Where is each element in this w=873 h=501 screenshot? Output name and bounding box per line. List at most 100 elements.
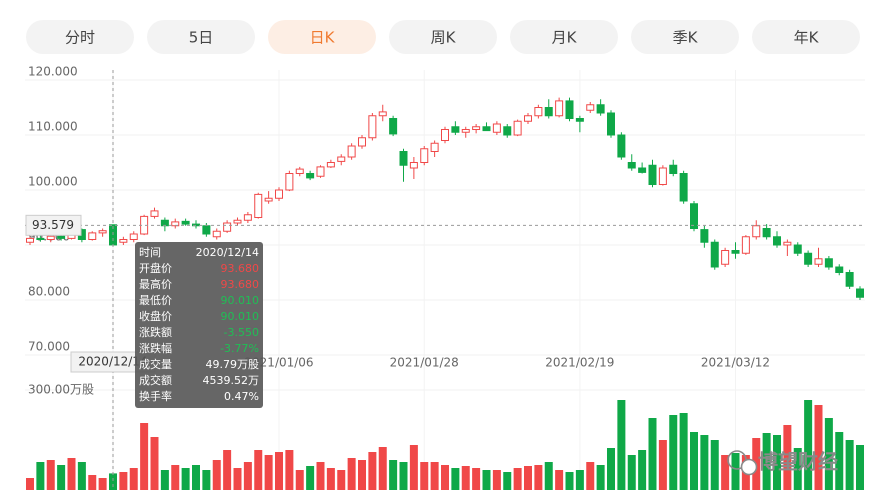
tooltip-value: 49.79万股 [206, 358, 260, 371]
volume-bar [441, 465, 449, 490]
tab[interactable] [26, 20, 134, 54]
volume-bar [316, 462, 325, 490]
candle-body [804, 252, 813, 265]
candle-body [378, 111, 387, 117]
tab-label[interactable]: 月K [552, 29, 578, 47]
tab-label[interactable]: 5日 [189, 29, 214, 47]
candle-body [358, 137, 366, 147]
candle-body [503, 126, 512, 136]
tooltip-value: 0.47% [224, 390, 259, 403]
tooltip-box [135, 242, 263, 408]
volume-bar [46, 460, 55, 490]
tab-label[interactable]: 年K [794, 29, 820, 47]
volume-bar [627, 455, 636, 490]
volume-bar [783, 425, 792, 490]
tooltip-label: 成交量 [139, 357, 172, 371]
candle-body [669, 164, 678, 174]
candle-body [575, 118, 584, 122]
volume-bar [814, 405, 823, 490]
tab[interactable] [389, 20, 497, 54]
volume-bar [129, 468, 138, 490]
candle-body [368, 115, 377, 139]
tab[interactable] [510, 20, 618, 54]
volume-bar [690, 432, 698, 490]
candle-body [638, 167, 647, 173]
tooltip-label: 最高价 [139, 277, 172, 291]
volume-bar [721, 455, 730, 490]
candle-body [295, 168, 304, 175]
volume-bar [243, 462, 252, 490]
volume-bar [773, 435, 781, 490]
chart: 70.00080.00090.000100.000110.000120.0003… [25, 65, 865, 490]
crosshair-y-label: 93.579 [32, 218, 74, 232]
tab-label[interactable]: 季K [673, 29, 699, 47]
tab-label[interactable]: 周K [431, 29, 457, 47]
volume-bar [67, 458, 76, 490]
candle-body [586, 104, 595, 111]
volume-bar [575, 470, 584, 490]
candle-body [316, 166, 325, 177]
volume-bar [212, 460, 221, 490]
volume-bar [793, 448, 802, 490]
volume-bar [202, 470, 211, 490]
tab-label[interactable]: 分时 [65, 29, 95, 47]
candle-body [752, 225, 761, 238]
candle-body [451, 126, 460, 133]
candle-body [254, 193, 263, 218]
candle-body [721, 250, 730, 265]
candle-body [233, 219, 242, 224]
x-tick-label: 2021/03/12 [701, 356, 770, 370]
candle-body [607, 112, 615, 136]
volume-bar [482, 470, 491, 490]
tab[interactable] [752, 20, 860, 54]
volume-bar [254, 450, 263, 490]
watermark: 博望财经 [727, 450, 838, 476]
tooltip-label: 最低价 [139, 294, 172, 307]
candle-body [596, 104, 605, 114]
candle-body [482, 126, 491, 132]
candle-body [513, 120, 522, 136]
candle-body [306, 173, 315, 179]
volume-bar [804, 400, 813, 490]
candle-body [658, 167, 667, 185]
candle-body [326, 162, 335, 168]
candle-body [690, 203, 698, 229]
tooltip-value: 90.010 [221, 294, 260, 307]
tab[interactable] [147, 20, 255, 54]
candle-body [181, 220, 190, 225]
volume-bar [669, 415, 678, 490]
candle-body [420, 148, 429, 163]
y-tick-label: 110.000 [28, 120, 78, 134]
tab[interactable] [631, 20, 739, 54]
volume-bar [347, 458, 356, 490]
volume-bar [534, 465, 543, 490]
volume-bar [700, 435, 709, 490]
volume-bar [845, 440, 854, 490]
tooltip: 时间 2020/12/14 开盘价 93.680 最高价 93.680 最低价 90.010 收… [135, 242, 263, 408]
volume-bar [638, 450, 647, 490]
volume-bar [648, 418, 657, 490]
volume-bar [856, 445, 864, 490]
candle-body [285, 173, 294, 191]
tooltip-value: 2020/12/14 [196, 246, 259, 259]
volume-bar [368, 452, 377, 490]
volume-bar [285, 450, 294, 490]
volume-bar [658, 440, 667, 490]
volume-bar [57, 465, 66, 490]
volume-bar [378, 447, 387, 490]
candle-body [430, 142, 439, 152]
volume-bar [88, 475, 97, 490]
tooltip-value: 93.680 [221, 278, 260, 291]
candle-body [36, 237, 45, 240]
volume-bar [430, 462, 439, 490]
candle-body [243, 214, 252, 221]
candle-body [212, 230, 221, 238]
volume-bar [710, 440, 719, 490]
candle-body [814, 258, 823, 265]
volume-bar [275, 452, 283, 490]
tab[interactable] [268, 20, 376, 54]
volume-bar [503, 472, 512, 490]
wechat-icon [740, 458, 758, 476]
tab-label[interactable]: 日K [310, 29, 336, 47]
